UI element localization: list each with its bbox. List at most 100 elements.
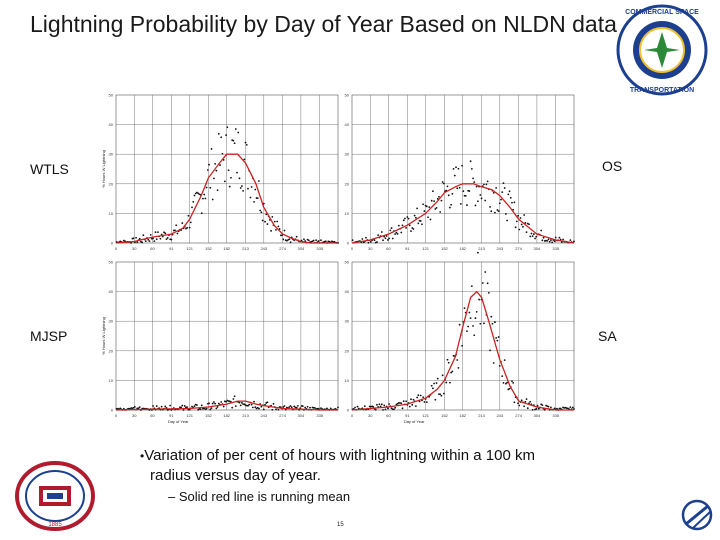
chart-panel-2: 0 30 60 91 121 152 182 213 243 274 304 335 0 10 20 30 40… (345, 93, 575, 251)
x-tick-label: 182 (459, 413, 466, 418)
data-point (205, 407, 208, 410)
y-tick-label: 40 (109, 289, 114, 294)
data-point (425, 401, 428, 403)
data-point (260, 405, 263, 408)
faa-seal-logo: COMMERCIAL SPACE TRANSPORTATION (616, 4, 708, 96)
data-point (559, 238, 562, 241)
data-point (535, 235, 538, 238)
data-point (542, 236, 545, 239)
data-point (554, 236, 557, 239)
data-point (247, 187, 249, 190)
data-point (195, 404, 198, 406)
data-point (494, 321, 496, 324)
data-point (147, 238, 150, 241)
data-point (408, 224, 411, 227)
data-point (494, 211, 496, 214)
y-tick-label: 40 (109, 122, 114, 127)
data-point (220, 136, 223, 139)
data-point (266, 401, 269, 404)
data-point (508, 190, 511, 193)
y-axis-title: % Hours W Lightning (101, 150, 106, 188)
x-tick-label: 30 (368, 246, 373, 251)
data-point (295, 235, 298, 238)
data-point (416, 396, 418, 399)
data-point (248, 403, 251, 406)
data-point (214, 402, 217, 405)
data-point (497, 210, 500, 212)
data-point (385, 235, 388, 237)
data-point (498, 202, 501, 205)
data-point (556, 407, 558, 410)
x-tick-label: 30 (132, 413, 137, 418)
data-point (497, 336, 500, 338)
data-point (223, 180, 226, 183)
data-point (474, 204, 477, 207)
data-point (407, 217, 410, 220)
y-tick-label: 20 (109, 181, 114, 186)
x-tick-label: 243 (496, 413, 503, 418)
y-axis-title: % Hours W Lightning (101, 317, 106, 355)
x-tick-label: 91 (405, 246, 410, 251)
data-point (513, 401, 516, 404)
data-point (425, 205, 428, 208)
data-point (181, 404, 184, 407)
data-point (384, 408, 387, 411)
data-point (472, 325, 474, 327)
data-point (239, 187, 242, 189)
data-point (489, 349, 491, 352)
y-tick-label: 40 (345, 289, 350, 294)
data-point (451, 370, 454, 373)
data-point (531, 235, 534, 238)
data-point (490, 210, 493, 213)
x-tick-label: 60 (150, 246, 155, 251)
x-tick-label: 243 (260, 413, 267, 418)
data-point (288, 238, 291, 241)
data-point (492, 362, 495, 364)
data-point (258, 407, 260, 410)
y-tick-label: 30 (345, 152, 350, 157)
data-point (386, 239, 389, 241)
data-point (410, 230, 412, 233)
data-point (502, 381, 505, 384)
data-point (442, 392, 445, 395)
data-point (402, 219, 405, 222)
data-point (520, 223, 523, 226)
x-tick-label: 121 (186, 413, 193, 418)
data-point (466, 204, 468, 206)
plot-frame (115, 94, 339, 244)
data-point (431, 387, 434, 390)
data-point (559, 407, 562, 410)
data-point (547, 238, 550, 241)
x-tick-label: 91 (169, 246, 174, 251)
data-point (483, 183, 485, 186)
data-point (525, 398, 528, 401)
data-point (492, 191, 495, 194)
data-point (376, 241, 378, 243)
data-point (337, 406, 339, 409)
y-tick-label: 20 (345, 181, 350, 186)
data-point (324, 240, 327, 243)
x-axis-title: Day of Year (404, 419, 425, 424)
data-point (194, 192, 197, 195)
y-tick-label: 20 (109, 348, 114, 353)
y-tick-label: 40 (345, 122, 350, 127)
data-point (484, 199, 487, 202)
data-point (232, 139, 235, 142)
data-point (202, 197, 204, 200)
data-point (515, 220, 518, 223)
data-point (506, 381, 508, 384)
data-point (351, 239, 354, 242)
x-tick-label: 213 (478, 246, 485, 251)
data-point (382, 239, 384, 242)
data-point (541, 239, 544, 242)
site-label-sa: SA (598, 328, 617, 344)
data-point (485, 183, 488, 186)
data-point (537, 407, 540, 410)
data-point (219, 164, 221, 166)
x-tick-label: 335 (552, 246, 559, 251)
data-point (239, 404, 242, 407)
data-point (374, 408, 377, 411)
data-point (481, 282, 484, 284)
data-point (484, 271, 487, 273)
